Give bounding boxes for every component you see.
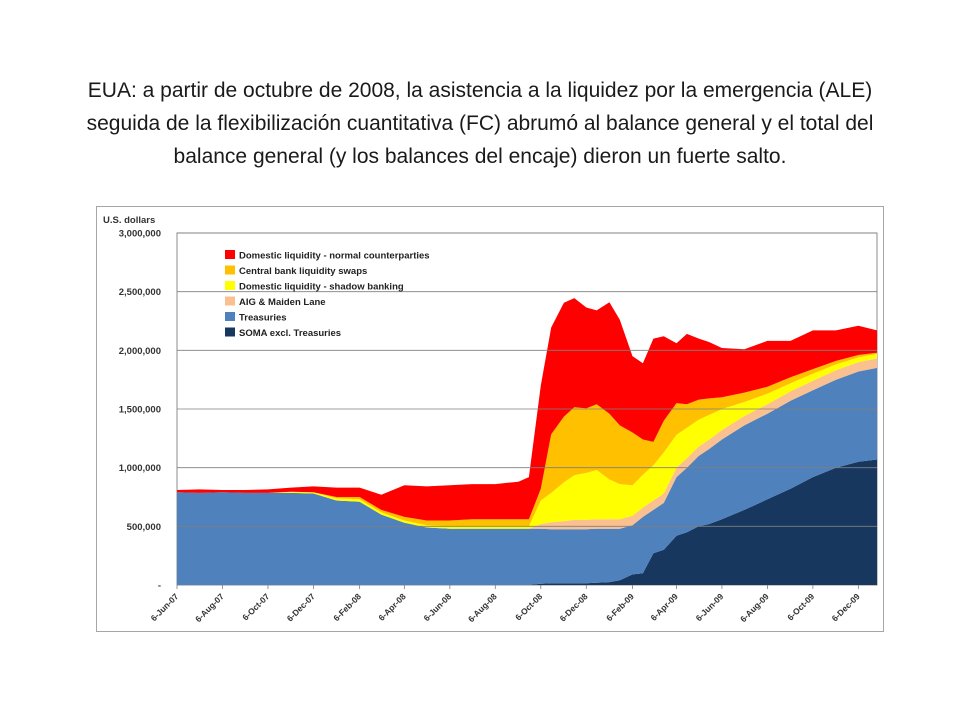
x-tick-label: 6-Dec-08	[558, 591, 590, 623]
x-tick-label: 6-Apr-09	[648, 591, 680, 623]
legend-swatch	[225, 327, 235, 337]
legend-swatch	[225, 312, 235, 321]
y-tick-label: 2,500,000	[119, 287, 161, 298]
y-tick-label: 2,000,000	[119, 346, 161, 357]
legend-label: SOMA excl. Treasuries	[239, 328, 341, 339]
y-tick-label: -	[158, 581, 161, 592]
x-tick-label: 6-Feb-08	[331, 591, 363, 623]
legend-label: Domestic liquidity - normal counterparti…	[239, 251, 430, 262]
legend-swatch	[225, 296, 235, 306]
x-tick-label: 6-Aug-09	[738, 591, 771, 624]
x-tick-label: 6-Jun-09	[694, 591, 726, 623]
legend-label: AIG & Maiden Lane	[239, 297, 326, 308]
y-axis-ticks: - 500,000 1,000,000 1,500,000 2,000,000 2,500…	[119, 229, 161, 592]
legend-swatch	[225, 250, 235, 259]
chart-frame: U.S. dollars - 500,000 1,000,000 1,500,000 2…	[96, 206, 884, 632]
x-tick-label: 6-Dec-07	[285, 591, 317, 623]
y-axis-unit-label: U.S. dollars	[103, 215, 155, 226]
x-tick-label: 6-Oct-09	[785, 591, 816, 622]
area-series-group	[177, 298, 877, 585]
legend: Domestic liquidity - normal counterparti…	[225, 250, 430, 339]
y-tick-label: 1,500,000	[119, 405, 161, 416]
gridlines	[177, 232, 877, 527]
x-tick-label: 6-Apr-08	[376, 591, 408, 623]
x-tick-label: 6-Jun-08	[421, 591, 453, 623]
y-tick-label: 3,000,000	[119, 229, 161, 240]
x-axis-ticks: 6-Jun-07 6-Aug-07 6-Oct-07 6-Dec-07 6-Feb-08…	[149, 585, 862, 624]
y-tick-label: 1,000,000	[119, 463, 161, 474]
y-tick-label: 500,000	[127, 522, 161, 533]
x-tick-label: 6-Aug-07	[193, 591, 226, 624]
legend-swatch	[225, 265, 235, 275]
x-tick-label: 6-Dec-09	[830, 591, 862, 623]
area-series-5	[177, 298, 877, 521]
x-tick-label: 6-Oct-08	[513, 591, 544, 622]
area-series-1	[177, 367, 877, 585]
x-tick-label: 6-Oct-07	[240, 591, 271, 622]
legend-swatch	[225, 281, 235, 290]
slide-title: EUA: a partir de octubre de 2008, la asi…	[86, 79, 874, 168]
x-tick-label: 6-Aug-08	[466, 591, 499, 624]
x-tick-label: 6-Feb-09	[604, 591, 636, 623]
area-series-0	[177, 459, 877, 585]
stacked-area-chart: U.S. dollars - 500,000 1,000,000 1,500,000 2…	[103, 215, 878, 624]
legend-label: Central bank liquidity swaps	[239, 266, 367, 277]
legend-label: Treasuries	[239, 313, 287, 324]
legend-label: Domestic liquidity - shadow banking	[239, 282, 404, 293]
x-tick-label: 6-Jun-07	[149, 591, 181, 623]
